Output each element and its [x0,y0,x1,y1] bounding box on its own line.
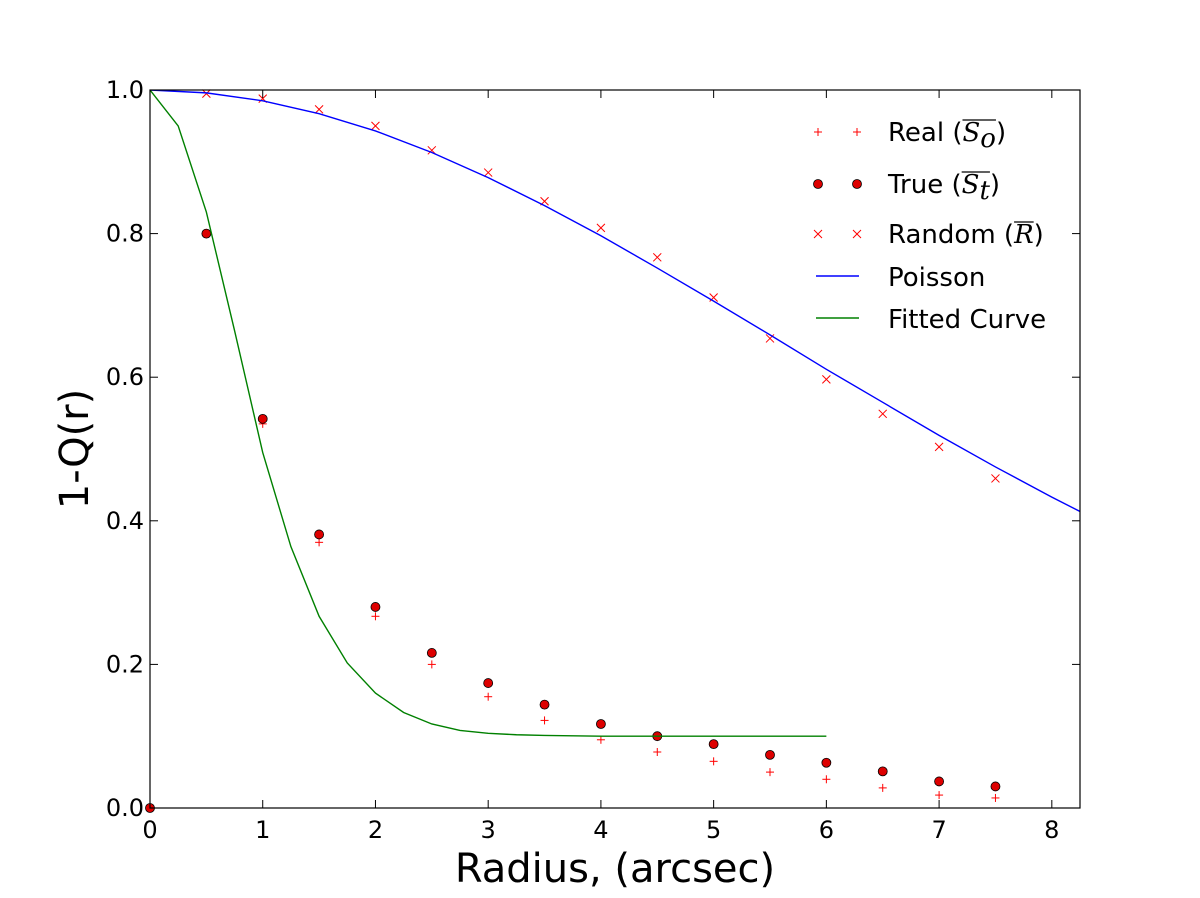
legend-label: Fitted Curve [888,305,1046,335]
data-point-real [991,793,1000,802]
data-point-real [822,775,831,784]
legend-marker [852,179,862,189]
data-point-true [201,228,212,239]
y-tick-label: 0.2 [106,650,144,678]
legend: Real (So) True (St) Random (R) Poisson Fitte… [813,118,1046,335]
data-point-random [202,89,211,98]
x-tick-label: 7 [931,816,946,844]
legend-marker [813,229,823,239]
x-tick-label: 1 [255,816,270,844]
series-poisson-line [150,90,1080,513]
data-point-real [596,735,605,744]
data-point-random [483,168,493,177]
plot-frame [149,89,1081,809]
data-point-true [708,739,719,749]
x-axis-title: Radius, (arcsec) [455,846,775,892]
data-point-true [426,648,437,658]
legend-marker [814,128,822,136]
x-tick-label: 3 [481,816,496,844]
data-point-real [709,757,718,766]
x-tick-label: 2 [368,816,383,844]
legend-label: Real (So) [888,118,1006,154]
data-point-real [653,747,662,756]
data-point-true [314,529,324,540]
y-tick-label: 1.0 [106,76,144,104]
legend-label: Random (R) [888,220,1044,250]
data-point-true [765,749,775,760]
legend-item-poisson: Poisson [816,263,985,293]
data-point-true [990,781,1001,792]
legend-item-real: Real (So) [814,118,1006,154]
data-point-random [596,223,606,233]
legend-item-random: Random (R) [813,220,1044,250]
data-point-real [315,538,324,547]
x-tick-label: 4 [593,816,608,844]
data-point-true [821,757,832,768]
data-point-true [539,699,550,710]
data-point-real [484,692,493,701]
data-point-random [371,121,380,131]
data-point-real [371,612,380,621]
y-tick-label: 0.4 [106,507,144,535]
data-point-true [257,413,268,424]
y-axis-title: 1-Q(r) [52,389,98,510]
data-point-real [935,791,944,800]
x-tick-label: 0 [142,816,157,844]
data-point-true [596,719,606,729]
legend-marker [853,128,861,136]
x-tick-label: 8 [1044,816,1059,844]
y-tick-label: 0.8 [106,220,144,248]
data-point-real [878,783,887,792]
legend-label: Poisson [888,263,985,293]
data-point-real [766,768,774,777]
legend-marker [852,229,862,239]
x-tick-label: 5 [706,816,721,844]
data-point-random [652,252,662,262]
data-point-random [991,474,1000,483]
axis-ticks: 0 1 2 3 4 5 6 7 8 0.0 0.2 0.4 0.6 0.8 1.0 [106,76,1080,844]
data-point-true [370,602,381,612]
chart-marks [145,89,1080,813]
y-tick-label: 0.0 [106,794,144,822]
series-true [145,228,1001,813]
data-point-random [314,105,324,114]
data-point-real [540,716,549,725]
data-point-random [878,409,888,419]
x-tick-label: 6 [819,816,834,844]
plot-area [150,90,1080,808]
legend-item-true: True (St) [813,170,1000,206]
data-point-random [822,375,831,384]
series-fitted-curve-line [150,90,827,737]
data-point-random [934,442,944,452]
y-tick-label: 0.6 [106,363,144,391]
data-point-true [934,776,944,787]
data-point-true [483,678,494,688]
data-point-true [877,766,888,777]
data-point-real [427,660,436,669]
legend-item-fitted-curve: Fitted Curve [816,305,1046,335]
legend-marker [813,179,823,189]
legend-label: True (St) [887,170,1000,206]
